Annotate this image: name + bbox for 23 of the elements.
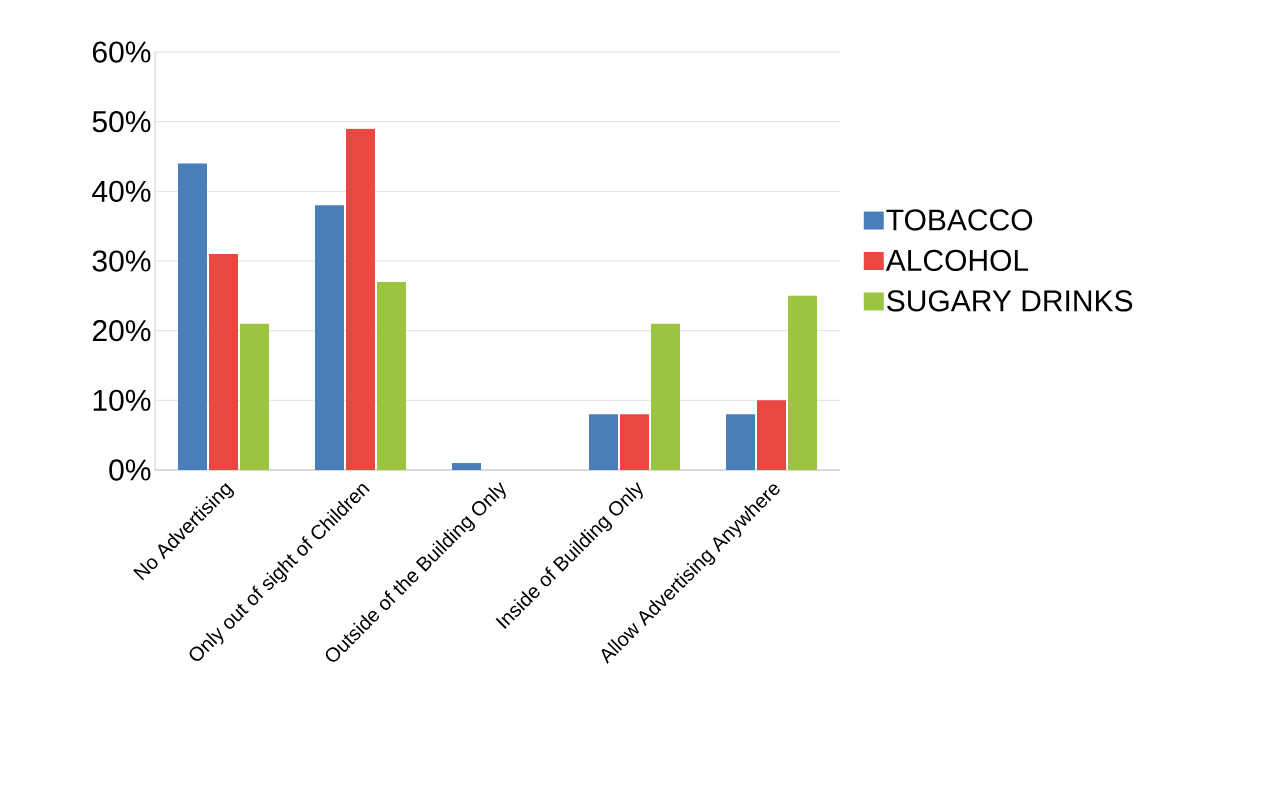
y-tick-label: 40% (92, 180, 151, 202)
legend-label: SUGARY DRINKS (887, 290, 1133, 312)
bar (620, 414, 650, 470)
bar (240, 323, 269, 470)
bar (589, 414, 618, 470)
y-tick-label: 60% (92, 41, 151, 63)
bar (377, 281, 407, 470)
bar (209, 254, 238, 470)
y-tick-label: 20% (92, 320, 151, 342)
bar (315, 205, 345, 470)
y-tick-label: 10% (93, 389, 151, 411)
legend-label: ALCOHOL (885, 249, 1029, 272)
bar (757, 400, 787, 470)
bar (651, 323, 681, 470)
bar (452, 463, 481, 470)
bar (726, 414, 756, 470)
legend-label: TOBACCO (886, 209, 1033, 231)
bar (346, 128, 375, 470)
bar (788, 295, 818, 470)
y-tick-label: 30% (92, 250, 151, 272)
y-tick-label: 50% (92, 111, 151, 133)
bar (178, 163, 207, 470)
y-tick-label: 0% (109, 459, 151, 481)
